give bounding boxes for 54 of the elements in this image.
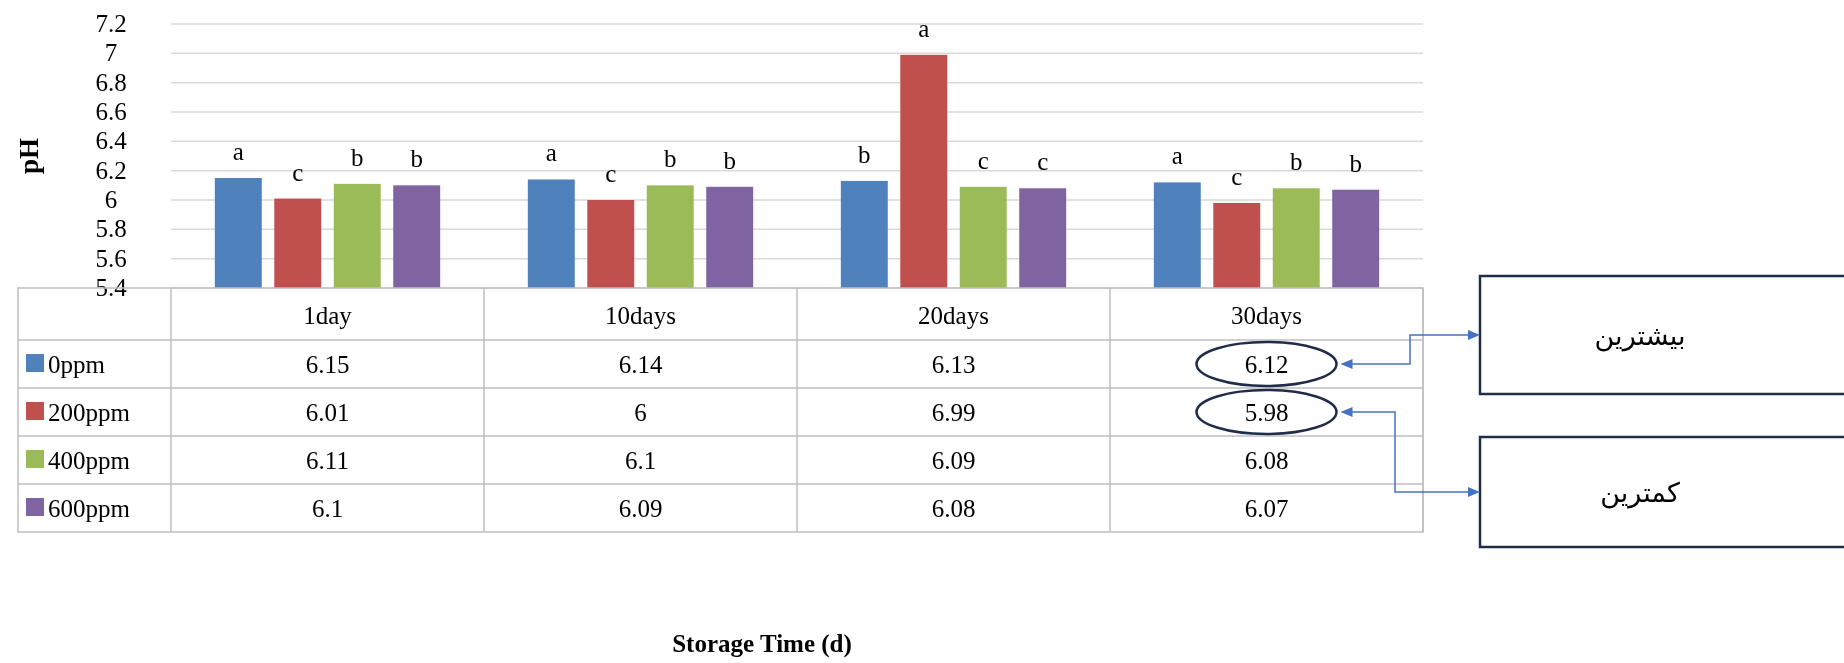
data-label: 6.01 [305,399,350,426]
data-label: 6.07 [1244,495,1289,522]
annotation: b [723,146,736,174]
annotation: c [1037,148,1049,176]
data-label: 6.14 [618,351,663,378]
annotation: b [663,145,677,173]
y-tick-label: 7 [104,39,118,67]
x-tick-label: 30days [1231,302,1302,329]
annotation: a [232,138,244,165]
y-tick-label: 5.8 [95,215,127,243]
y-tick-label: 6.8 [95,68,127,96]
data-label: 6 [634,399,647,426]
legend-label: 400ppm [48,447,131,474]
annotation: a [545,139,557,167]
y-tick-label: 5.6 [95,244,127,272]
text: Storage Time (d) [672,630,852,658]
data-label: 6.09 [931,447,976,474]
data-label: 6.11 [306,447,349,474]
annotation: a [918,14,930,42]
annotation: a [1171,142,1183,170]
y-tick-label: 6.4 [95,127,128,155]
annotation: b [1349,149,1362,177]
annotation: c [1231,162,1243,190]
text: کمترین [1600,477,1680,509]
data-label: 6.1 [624,447,657,474]
text: بیشترین [1594,320,1686,352]
x-tick-label: 20days [918,302,989,329]
data-label: 6.09 [618,495,663,522]
y-axis-title: pH [14,137,44,175]
data-label: 6.13 [931,351,976,378]
data-label: 5.98 [1244,399,1289,426]
legend-label: 0ppm [48,351,106,378]
y-tick-label: 5.4 [95,274,128,301]
annotation: c [292,158,304,186]
data-label: 6.1 [311,495,344,522]
annotation: c [605,160,617,187]
y-tick-label: 7.2 [95,10,127,37]
annotation: b [1289,148,1303,176]
x-tick-label: 10days [605,302,676,329]
data-label: 6.15 [305,351,350,378]
annotation: b [350,143,364,171]
y-tick-label: 6 [104,186,118,213]
x-tick-label: 1day [303,302,353,329]
data-label: 6.99 [931,399,976,426]
data-label: 6.08 [931,495,976,522]
y-tick-label: 6.6 [95,98,127,125]
y-tick-label: 6.2 [95,156,127,184]
legend-label: 600ppm [48,495,131,522]
legend-label: 200ppm [48,399,131,426]
annotation: b [410,145,423,173]
data-label: 6.12 [1244,351,1289,378]
annotation: b [858,140,871,168]
data-label: 6.08 [1244,447,1289,474]
annotation: c [977,146,989,174]
